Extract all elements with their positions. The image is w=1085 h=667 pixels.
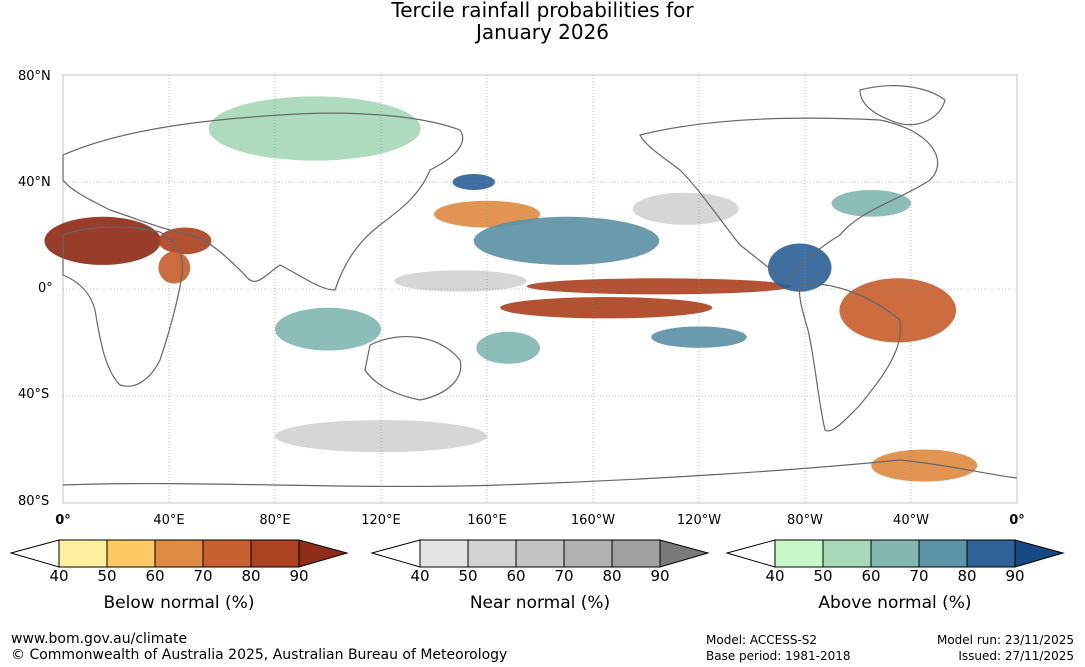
region-antarctic-dry [871,449,978,482]
map-title-line-1: Tercile rainfall probabilities for [391,0,694,22]
below-colorbar-segment [58,539,108,568]
region-kuroshio-wet [452,173,495,191]
region-south-pacific-wet [651,326,747,348]
region-coral-sea-wet [476,331,540,364]
lat-label-equator: 0° [38,281,53,296]
coastline-antarctica [62,459,1018,488]
region-indian-ocean-wet [275,307,381,351]
above-colorbar-start-cap [726,539,776,568]
above-colorbar-segment [918,539,968,568]
copyright-text: © Commonwealth of Australia 2025, Austra… [11,647,508,663]
model-run-date: Model run: 23/11/2025 [936,633,1074,647]
region-brazil-dry [839,278,957,343]
lon-label-160e: 160°E [467,513,507,528]
near-tick-90: 90 [650,567,670,585]
graticule [63,75,1017,503]
lon-label-0-right: 0° [1009,513,1025,528]
above-colorbar-segment [774,539,824,568]
lat-label-40s: 40°S [18,387,50,402]
above-normal-colorbar [726,539,1065,568]
above-tick-80: 80 [957,567,977,585]
below-colorbar-segment [250,539,300,568]
coastline-south-america [798,283,902,432]
near-tick-80: 80 [602,567,622,585]
lon-label-120e: 120°E [361,513,401,528]
region-equatorial-pacific-north-dry [526,278,792,295]
below-colorbar-start-cap [10,539,60,568]
region-north-atlantic-wet [831,190,911,217]
lon-label-40e: 40°E [153,513,185,528]
above-tick-40: 40 [765,567,785,585]
bom-url-link[interactable]: www.bom.gov.au/climate [11,631,188,647]
lon-label-40w: 40°W [893,513,929,528]
near-tick-40: 40 [410,567,430,585]
probability-regions [44,96,978,482]
below-colorbar-segment [154,539,204,568]
near-tick-60: 60 [506,567,526,585]
forecast-map [44,74,1018,504]
map-title-line-2: January 2026 [475,20,610,44]
below-colorbar-segment [202,539,252,568]
above-colorbar-segment [966,539,1016,568]
region-west-pacific-normal [394,270,527,292]
below-tick-40: 40 [49,567,69,585]
below-colorbar-end-cap [298,539,349,568]
above-tick-70: 70 [909,567,929,585]
below-tick-50: 50 [97,567,117,585]
region-siberia-wet [208,96,421,161]
near-colorbar-segment [515,539,565,568]
region-southern-ocean-normal [275,420,487,453]
base-period: Base period: 1981-2018 [706,649,851,663]
coastline-greenland [859,85,946,126]
coastline-australia [364,335,462,401]
near-colorbar-title: Near normal (%) [469,593,611,613]
lon-label-0-left: 0° [55,513,71,528]
above-colorbar-title: Above normal (%) [818,593,972,613]
near-normal-colorbar [371,539,710,568]
lon-label-80e: 80°E [259,513,291,528]
lon-label-120w: 120°W [676,513,722,528]
coastline-north-america [639,117,939,281]
near-colorbar-segment [467,539,517,568]
lat-label-80n: 80°N [18,69,51,84]
near-tick-50: 50 [458,567,478,585]
near-colorbar-end-cap [659,539,710,568]
region-east-africa-dry [158,251,191,284]
near-colorbar-segment [563,539,613,568]
region-arabia-dry [158,227,212,255]
near-colorbar-segment [419,539,469,568]
issued-date: Issued: 27/11/2025 [958,649,1074,663]
below-colorbar-segment [106,539,156,568]
lon-label-80w: 80°W [787,513,823,528]
region-east-pacific-normal [632,192,739,225]
near-colorbar-segment [611,539,661,568]
below-colorbar-title: Below normal (%) [103,593,255,613]
lon-label-160w: 160°W [570,513,616,528]
region-equatorial-pacific-south-dry [500,297,713,319]
coastlines [62,85,1018,488]
region-central-pacific-wet [473,216,660,265]
lat-label-80s: 80°S [18,494,50,509]
below-tick-60: 60 [145,567,165,585]
coastline-africa [62,226,184,387]
region-sahara-dry [44,216,162,265]
above-colorbar-end-cap [1014,539,1065,568]
near-colorbar-start-cap [371,539,421,568]
above-tick-50: 50 [813,567,833,585]
above-colorbar-segment [870,539,920,568]
below-tick-70: 70 [193,567,213,585]
below-tick-90: 90 [289,567,309,585]
coastline-eurasia [62,112,464,291]
model-name: Model: ACCESS-S2 [706,633,818,647]
above-tick-60: 60 [861,567,881,585]
near-tick-70: 70 [554,567,574,585]
lat-label-40n: 40°N [18,175,51,190]
below-tick-80: 80 [241,567,261,585]
below-normal-colorbar [10,539,349,568]
above-tick-90: 90 [1005,567,1025,585]
region-north-pacific-dry [434,200,540,228]
above-colorbar-segment [822,539,872,568]
